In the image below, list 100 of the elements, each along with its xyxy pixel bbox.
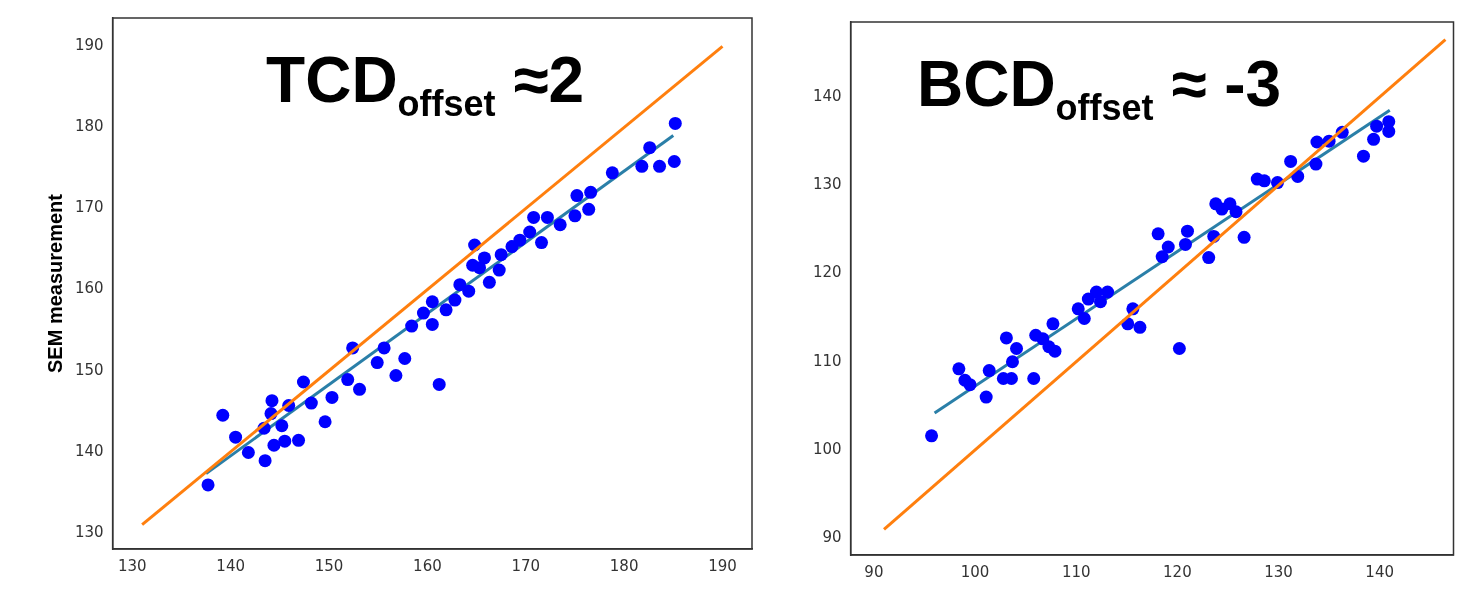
x-tick-label: 140 bbox=[216, 556, 245, 575]
point bbox=[473, 261, 487, 275]
y-tick-label: 90 bbox=[822, 528, 842, 547]
point bbox=[1178, 237, 1192, 251]
x-tick-label: 170 bbox=[511, 556, 541, 575]
point bbox=[1133, 320, 1147, 334]
point bbox=[553, 218, 567, 232]
point bbox=[1027, 372, 1041, 386]
point bbox=[439, 303, 453, 317]
y-tick-label: 130 bbox=[74, 522, 104, 541]
text: TCD$_{offset}$ ≈2 bbox=[266, 44, 585, 124]
point bbox=[668, 116, 682, 130]
point bbox=[1172, 342, 1186, 356]
point bbox=[1382, 124, 1396, 138]
point bbox=[216, 408, 230, 422]
point bbox=[1310, 135, 1324, 149]
point bbox=[1257, 174, 1271, 188]
y-tick-label: 170 bbox=[74, 198, 104, 217]
point bbox=[370, 356, 384, 370]
point bbox=[982, 364, 996, 378]
point bbox=[1093, 295, 1107, 309]
point bbox=[568, 209, 582, 223]
point bbox=[318, 415, 332, 429]
point bbox=[1155, 250, 1169, 264]
y-tick-label: 190 bbox=[74, 36, 104, 55]
point bbox=[1284, 154, 1298, 168]
point bbox=[1077, 312, 1091, 325]
x-tick-label: 120 bbox=[1163, 562, 1192, 581]
point bbox=[1370, 119, 1384, 133]
y-tick-label: 100 bbox=[812, 439, 842, 458]
point bbox=[1005, 355, 1019, 369]
y-tick-label: 160 bbox=[74, 279, 104, 298]
point bbox=[377, 341, 391, 355]
point bbox=[494, 248, 508, 262]
point bbox=[570, 189, 584, 203]
point bbox=[267, 438, 281, 452]
point bbox=[523, 225, 537, 239]
point bbox=[925, 429, 939, 443]
point bbox=[635, 159, 649, 173]
point bbox=[405, 319, 419, 333]
point bbox=[513, 233, 527, 247]
y-tick-label: 180 bbox=[74, 117, 104, 136]
x-tick-label: 130 bbox=[117, 556, 147, 575]
point bbox=[1161, 240, 1175, 254]
point bbox=[1356, 149, 1370, 163]
y-tick-label: 150 bbox=[74, 360, 104, 379]
y-tick-label: 120 bbox=[812, 263, 842, 282]
x-tick-label: 160 bbox=[413, 556, 442, 575]
point bbox=[952, 362, 966, 376]
point bbox=[353, 382, 367, 396]
point bbox=[1180, 224, 1194, 238]
point bbox=[296, 375, 310, 389]
point bbox=[1010, 342, 1024, 356]
point bbox=[229, 430, 243, 444]
x-tick-label: 140 bbox=[1365, 562, 1394, 581]
x-tick-label: 110 bbox=[1061, 562, 1091, 581]
y-tick-label: 130 bbox=[812, 175, 842, 194]
point bbox=[605, 166, 619, 180]
point bbox=[462, 284, 476, 298]
point bbox=[979, 390, 993, 404]
text: BCD$_{offset}$ ≈ -3 bbox=[916, 48, 1282, 128]
point bbox=[292, 433, 306, 447]
point bbox=[1048, 344, 1062, 358]
point bbox=[1237, 230, 1251, 244]
y-axis-title: SEM measurement bbox=[43, 193, 66, 373]
y-tick-label: 140 bbox=[74, 441, 104, 460]
point bbox=[453, 278, 467, 292]
point bbox=[477, 251, 491, 265]
point bbox=[963, 378, 977, 392]
point bbox=[448, 293, 462, 307]
point bbox=[304, 396, 318, 410]
point bbox=[653, 159, 667, 173]
point bbox=[540, 210, 554, 224]
point bbox=[425, 317, 439, 331]
point bbox=[1101, 285, 1115, 299]
point bbox=[341, 373, 355, 387]
point bbox=[667, 154, 681, 168]
y-tick-label: 110 bbox=[812, 351, 842, 370]
point bbox=[535, 236, 548, 250]
point bbox=[1367, 132, 1381, 146]
point bbox=[527, 210, 541, 224]
point bbox=[1071, 302, 1085, 316]
point bbox=[1309, 157, 1323, 171]
point bbox=[584, 185, 598, 199]
point bbox=[1202, 251, 1216, 265]
x-tick-label: 100 bbox=[960, 562, 990, 581]
point bbox=[275, 419, 289, 433]
point bbox=[398, 351, 412, 365]
point bbox=[425, 295, 439, 309]
point bbox=[582, 202, 596, 216]
point bbox=[1151, 227, 1165, 241]
point bbox=[278, 434, 292, 448]
point bbox=[241, 446, 255, 460]
point bbox=[432, 377, 446, 391]
point bbox=[643, 141, 657, 155]
x-tick-label: 90 bbox=[864, 562, 884, 581]
x-tick-label: 180 bbox=[609, 556, 639, 575]
point bbox=[389, 369, 403, 383]
point bbox=[201, 478, 215, 492]
point bbox=[1046, 317, 1060, 331]
